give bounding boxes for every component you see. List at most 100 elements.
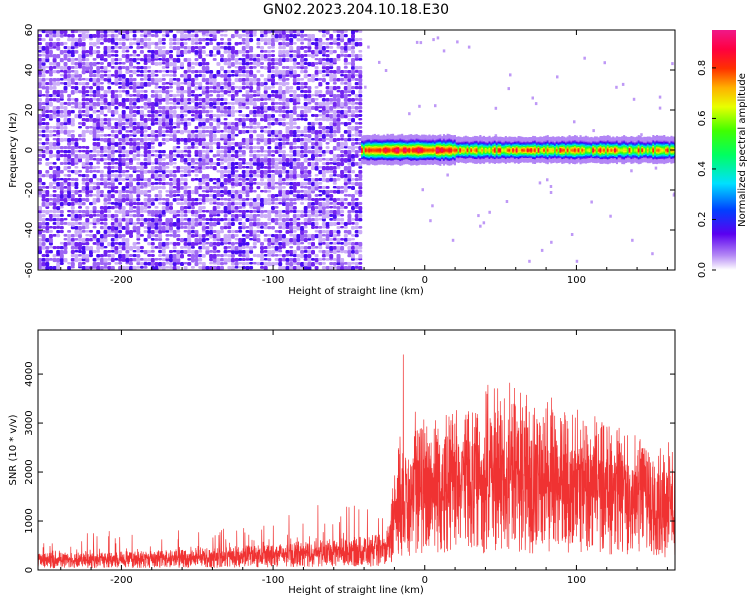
spectrogram-cell <box>180 214 184 218</box>
spectrogram-cell <box>314 102 319 106</box>
spectrogram-cell <box>154 230 159 234</box>
spectrogram-cell <box>67 78 72 82</box>
spectrogram-cell <box>52 70 57 74</box>
spectrogram-cell <box>343 78 348 82</box>
spectrogram-cell <box>292 266 297 270</box>
spectrogram-cell <box>227 162 232 167</box>
spectrogram-cell <box>384 158 387 160</box>
spectrogram-cell <box>78 226 82 231</box>
spectrogram-cell <box>336 86 341 90</box>
spectrogram-cell <box>340 102 345 107</box>
spectrogram-cell <box>48 62 53 66</box>
spectrogram-cell <box>300 130 305 134</box>
spectrogram-cell <box>96 222 101 225</box>
spectrogram-cell <box>351 30 355 35</box>
spectrogram-cell <box>397 146 400 149</box>
spectrogram-cell <box>180 210 184 214</box>
spectrogram-cell <box>132 138 137 142</box>
spectrogram-cell <box>194 62 199 66</box>
spectrogram-cell <box>230 258 235 263</box>
spectrogram-cell <box>121 114 126 119</box>
spectrogram-cell <box>139 42 144 46</box>
spectrogram-cell <box>74 166 79 169</box>
spectrogram-cell <box>172 150 177 153</box>
spectrogram-cell <box>296 50 301 55</box>
spectrogram-cell <box>256 62 261 67</box>
spectrogram-cell <box>238 154 243 157</box>
spectrogram-cell <box>56 62 61 67</box>
spectrogram-cell <box>238 118 243 123</box>
spectrogram-cell <box>393 154 396 157</box>
spectrogram-cell <box>292 206 297 210</box>
spectrogram-cell <box>307 122 312 126</box>
spectrogram-cell <box>311 78 315 83</box>
spectrogram-cell <box>325 178 330 183</box>
spectrogram-cell <box>368 137 371 139</box>
spectrogram-cell <box>56 166 61 171</box>
spectrogram-cell <box>81 230 86 233</box>
spectrogram-cell <box>56 194 61 199</box>
spectrogram-cell <box>150 262 155 266</box>
spectrogram-cell <box>399 146 402 148</box>
spectrogram-cell <box>354 74 359 77</box>
spectrogram-cell <box>395 153 398 155</box>
spectrogram-cell <box>187 62 192 67</box>
spectrogram-cell <box>70 198 75 202</box>
spectrogram-cell <box>343 230 348 234</box>
spectrogram-cell <box>329 138 334 143</box>
spectrogram-cell <box>238 58 243 61</box>
spectrogram-cell <box>238 146 243 150</box>
spectrogram-cell <box>307 254 312 259</box>
spectrogram-cell <box>296 34 301 37</box>
spectrogram-cell <box>220 106 224 111</box>
spectrogram-cell <box>358 82 363 86</box>
spectrogram-cell <box>397 149 400 151</box>
spectrogram-cell <box>81 258 86 262</box>
spectrogram-cell <box>41 246 46 250</box>
spectrogram-cell <box>274 198 279 201</box>
spectrogram-cell <box>256 114 261 117</box>
spectrogram-cell <box>205 222 210 225</box>
spectrogram-cell <box>362 148 365 150</box>
spectrogram-cell <box>125 34 130 39</box>
spectrogram-cell <box>85 82 90 86</box>
spectrogram-cell <box>375 137 378 139</box>
spectrogram-cell <box>198 214 203 219</box>
spectrogram-cell <box>300 210 305 214</box>
spectrogram-cell <box>92 74 97 78</box>
spectrogram-cell <box>325 118 330 122</box>
spectrogram-cell <box>212 210 217 215</box>
spectrogram-cell <box>103 66 108 71</box>
spectrogram-cell <box>377 156 380 158</box>
spectrogram-cell <box>285 242 290 246</box>
spectrogram-cell <box>249 142 254 146</box>
spectrogram-cell <box>267 70 272 73</box>
spectrogram-cell <box>347 166 352 171</box>
spectrogram-cell <box>48 218 53 222</box>
spectrogram-cell <box>281 42 286 46</box>
spectrogram-cell <box>154 90 159 94</box>
spectrogram-cell <box>390 161 393 163</box>
spectrogram-cell <box>230 262 235 266</box>
spectrogram-cell <box>271 50 275 53</box>
spectrogram-cell <box>358 86 363 90</box>
spectrogram-cell <box>201 142 206 146</box>
spectrogram-cell <box>216 122 221 127</box>
spectrogram-cell <box>187 170 192 174</box>
spectrogram-cell <box>216 70 221 75</box>
spectrogram-cell <box>121 210 126 215</box>
spectrogram-cell <box>351 34 355 39</box>
spectrogram-cell <box>59 30 64 35</box>
spectrogram-cell <box>129 182 133 187</box>
spectrogram-cell <box>110 250 115 253</box>
spectrogram-cell <box>165 50 170 55</box>
spectrogram-cell <box>281 234 286 239</box>
spectrogram-cell <box>70 82 75 85</box>
spectrogram-cell <box>343 242 348 247</box>
spectrogram-cell <box>85 110 90 115</box>
spectrogram-cell <box>190 198 195 202</box>
spectrogram-cell <box>165 110 170 115</box>
spectrogram-cell <box>249 182 254 187</box>
spectrogram-cell <box>395 155 398 158</box>
spectrogram-cell <box>325 186 330 189</box>
